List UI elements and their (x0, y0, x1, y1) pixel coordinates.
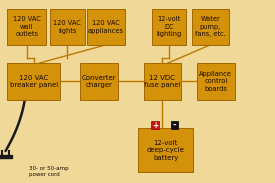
Text: +: + (152, 121, 158, 130)
FancyBboxPatch shape (87, 9, 125, 45)
Text: Appliance
control
boards: Appliance control boards (199, 71, 232, 92)
FancyBboxPatch shape (152, 9, 186, 45)
FancyBboxPatch shape (50, 9, 85, 45)
FancyBboxPatch shape (80, 63, 118, 100)
Bar (0, 155, 12, 158)
Text: 12-volt
deep-cycle
battery: 12-volt deep-cycle battery (147, 140, 185, 160)
Text: 120 VAC
wall
outlets: 120 VAC wall outlets (13, 16, 41, 38)
FancyBboxPatch shape (192, 9, 229, 45)
Text: 120 VAC
lights: 120 VAC lights (53, 20, 81, 34)
Text: Water
pump,
fans, etc.: Water pump, fans, etc. (195, 16, 226, 38)
FancyBboxPatch shape (144, 63, 181, 100)
Text: 30- or 50-amp
power cord: 30- or 50-amp power cord (29, 166, 68, 177)
Text: Converter
charger: Converter charger (82, 75, 116, 88)
FancyBboxPatch shape (197, 63, 235, 100)
Text: -: - (172, 121, 176, 130)
Text: 120 VAC
appliances: 120 VAC appliances (88, 20, 124, 34)
Text: 12-volt
DC
lighting: 12-volt DC lighting (156, 16, 182, 38)
FancyBboxPatch shape (151, 121, 158, 129)
Text: 12 VDC
fuse panel: 12 VDC fuse panel (144, 75, 180, 88)
FancyBboxPatch shape (170, 121, 178, 129)
FancyBboxPatch shape (7, 9, 46, 45)
Text: 120 VAC
breaker panel: 120 VAC breaker panel (10, 75, 58, 88)
FancyBboxPatch shape (7, 63, 60, 100)
FancyBboxPatch shape (138, 128, 193, 172)
